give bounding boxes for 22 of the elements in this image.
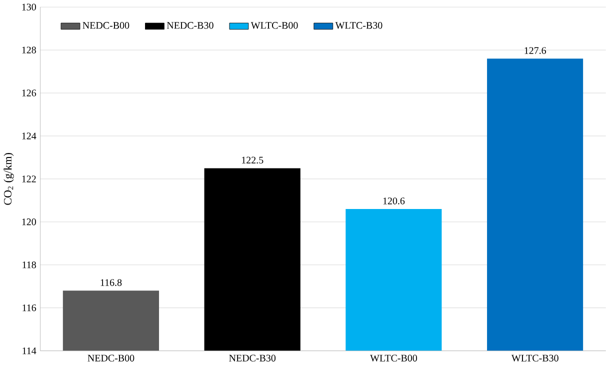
y-tick-label: 126 (22, 90, 36, 96)
x-tick-label: NEDC-B00 (88, 354, 134, 362)
y-tick-label: 124 (22, 132, 36, 140)
y-tick-label: 120 (22, 218, 36, 226)
x-tick-label: NEDC-B30 (229, 354, 276, 362)
y-axis-title: CO$_{2}$ (g/km) (4, 152, 14, 205)
x-tick-label: WLTC-B00 (370, 354, 418, 362)
legend-label: WLTC-B30 (335, 22, 382, 29)
data-label: 122.5 (242, 156, 264, 164)
data-label: 116.8 (100, 279, 122, 286)
y-tick-label: 114 (22, 347, 36, 354)
x-tick-label: WLTC-B30 (511, 354, 558, 362)
y-tick-label: 116 (22, 304, 36, 312)
legend-label: NEDC-B30 (166, 22, 214, 29)
y-tick-label: 122 (22, 176, 36, 182)
y-tick-label: 128 (22, 46, 36, 54)
legend-label: NEDC-B00 (82, 22, 130, 29)
data-label: 120.6 (383, 197, 405, 204)
data-label: 127.6 (524, 47, 546, 54)
y-tick-label: 130 (22, 4, 36, 10)
legend-label: WLTC-B00 (250, 22, 298, 29)
y-tick-label: 118 (22, 261, 36, 268)
